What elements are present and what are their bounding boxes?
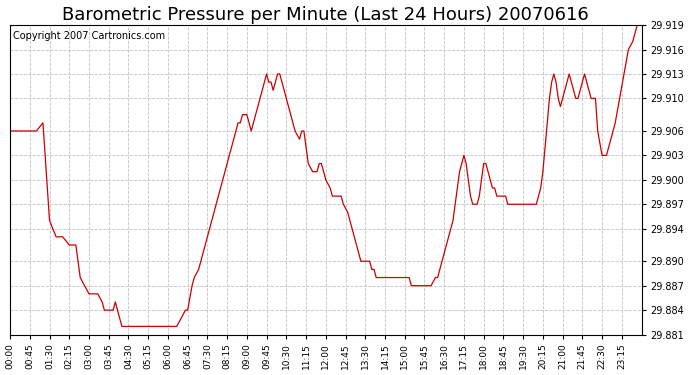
Title: Barometric Pressure per Minute (Last 24 Hours) 20070616: Barometric Pressure per Minute (Last 24 … [62, 6, 589, 24]
Text: Copyright 2007 Cartronics.com: Copyright 2007 Cartronics.com [13, 31, 166, 41]
